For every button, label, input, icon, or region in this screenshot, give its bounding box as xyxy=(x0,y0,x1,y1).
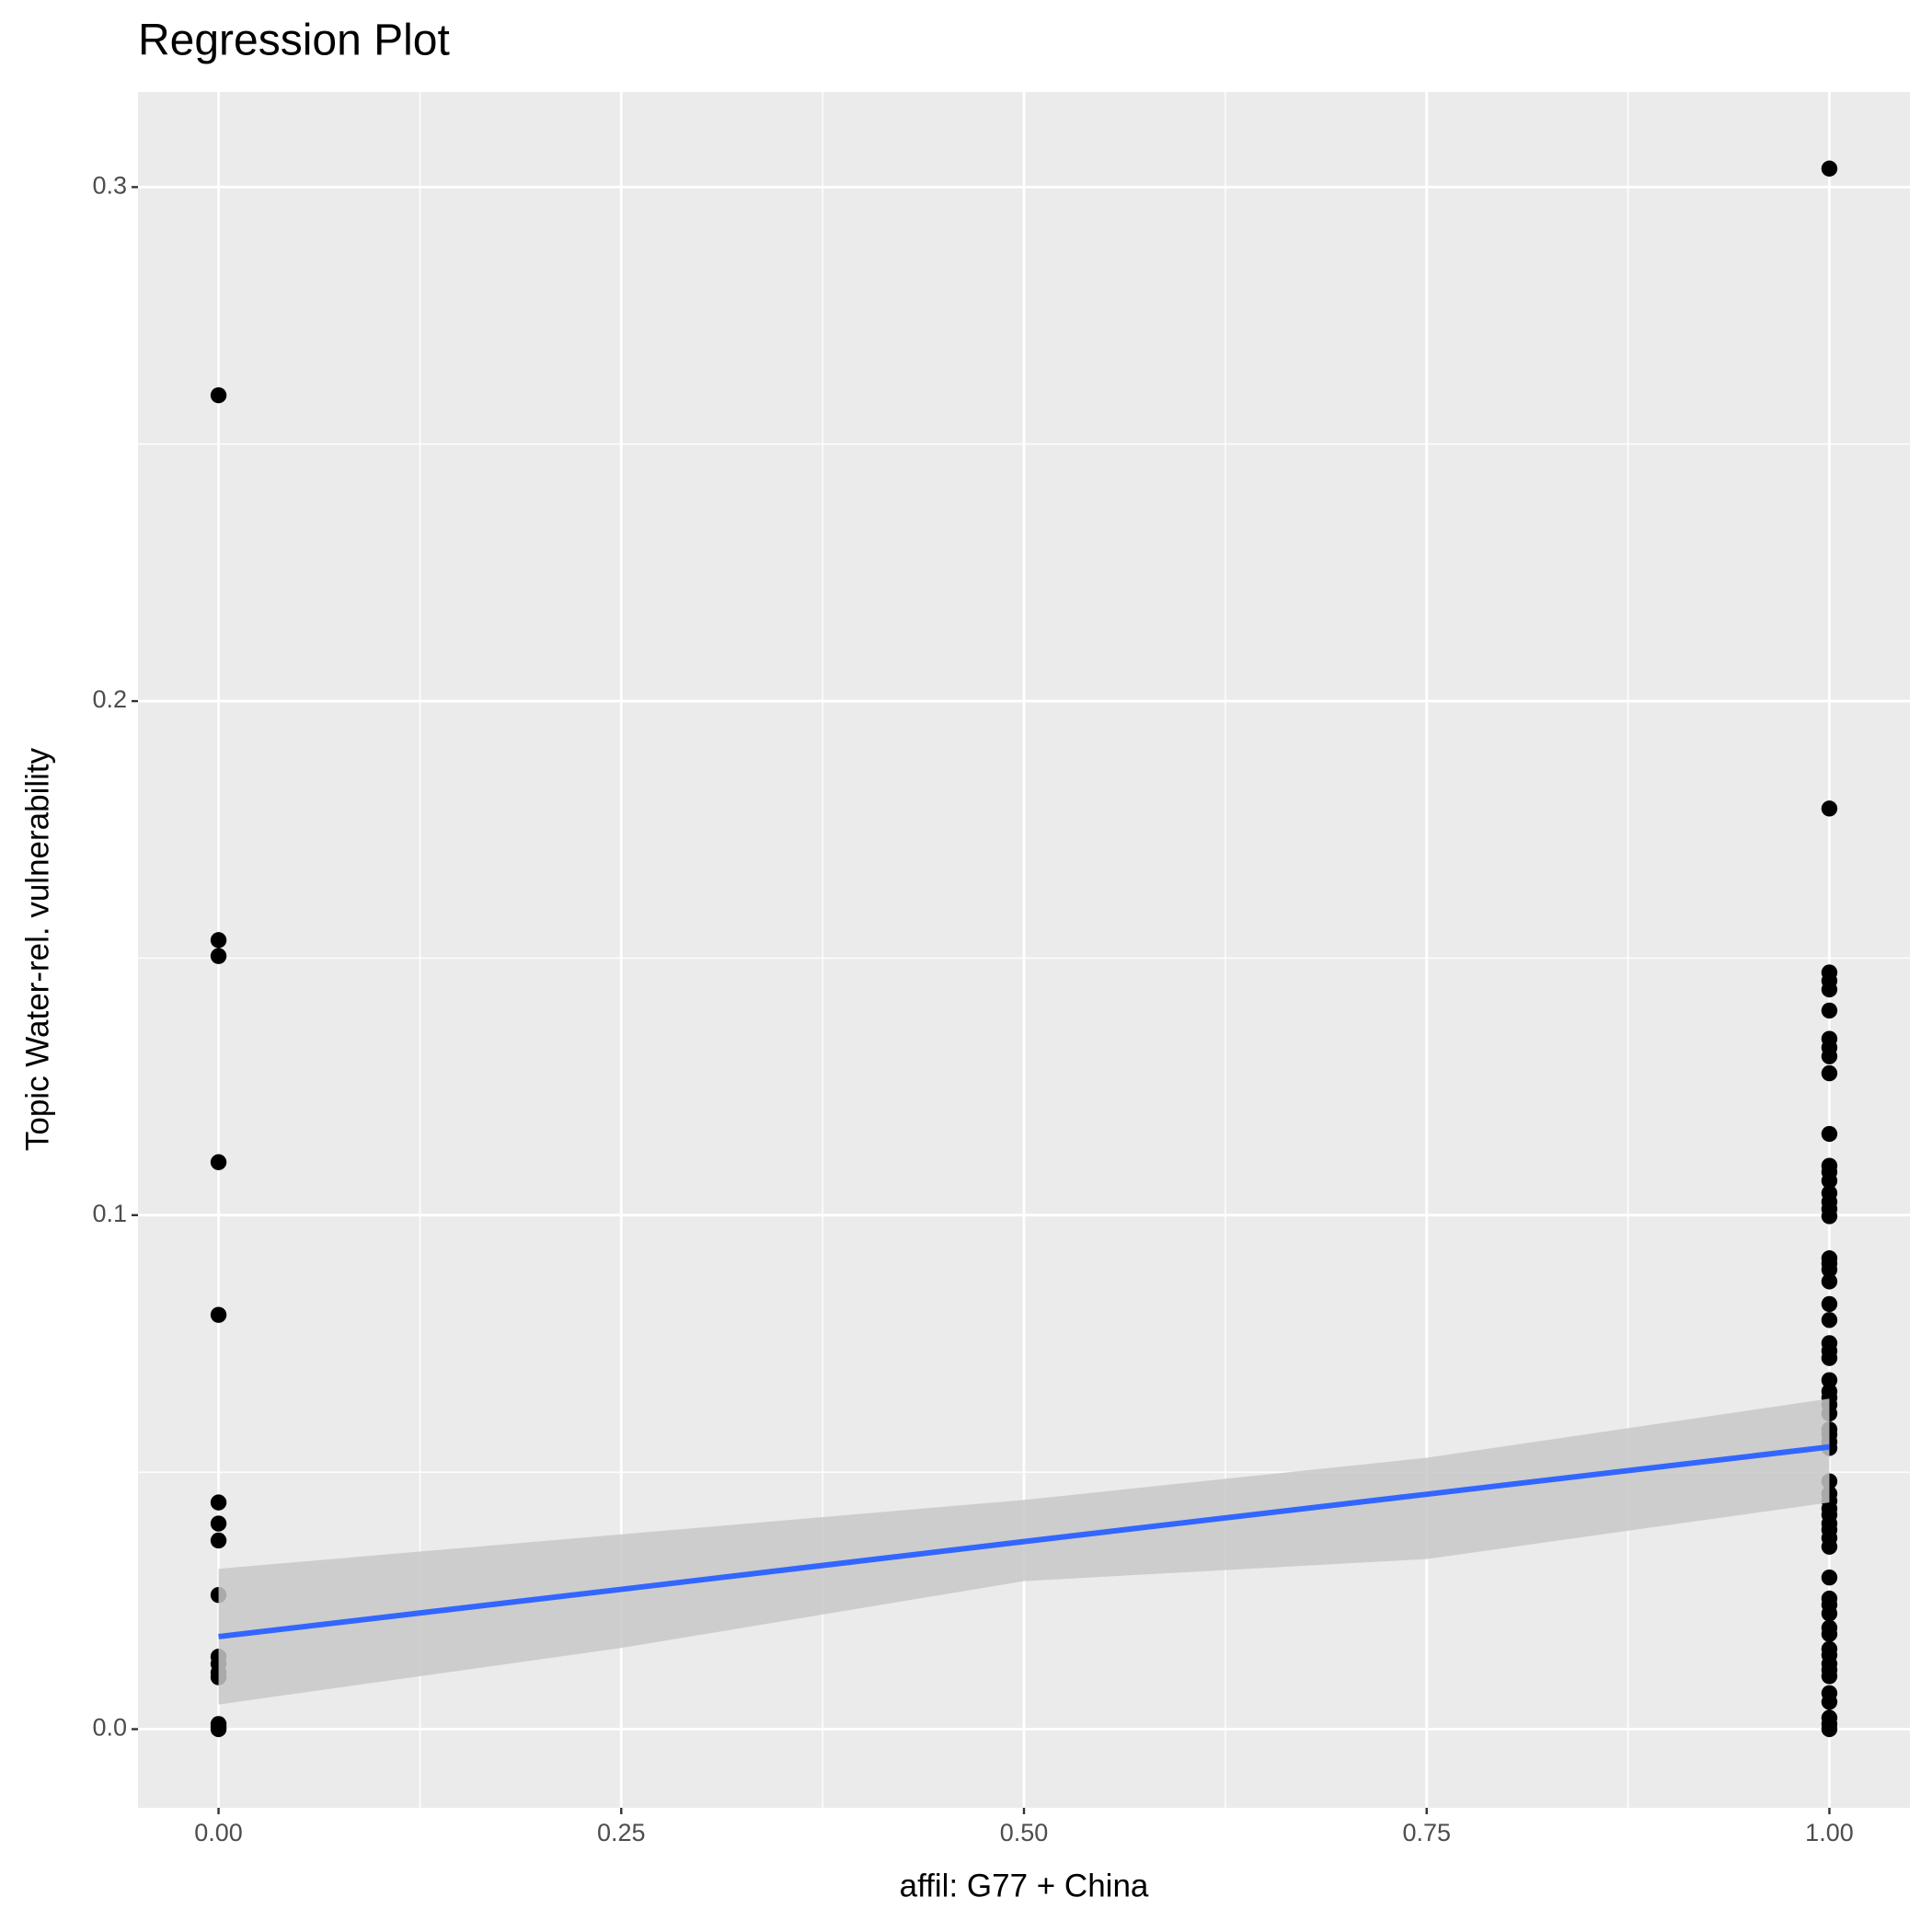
point xyxy=(210,1154,227,1170)
point xyxy=(210,1532,227,1549)
point xyxy=(1821,1002,1838,1019)
y-tick-label: 0.3 xyxy=(92,171,127,199)
y-tick-label: 0.1 xyxy=(92,1200,127,1227)
point xyxy=(1821,1295,1838,1313)
point xyxy=(210,1720,227,1738)
point xyxy=(210,386,227,404)
x-tick-label: 0.25 xyxy=(597,1819,646,1846)
point xyxy=(1821,981,1838,998)
point xyxy=(1821,1569,1838,1586)
x-tick-label: 0.75 xyxy=(1402,1819,1451,1846)
point xyxy=(1821,1694,1838,1710)
x-tick-label: 0.50 xyxy=(1000,1819,1049,1846)
point xyxy=(1821,1172,1838,1190)
y-tick-label: 0.0 xyxy=(92,1714,127,1742)
point xyxy=(1821,1048,1838,1064)
point xyxy=(210,932,227,949)
y-axis-label: Topic Water-rel. vulnerability xyxy=(19,747,55,1151)
point xyxy=(1821,1064,1838,1082)
point xyxy=(210,1494,227,1511)
point xyxy=(1821,1626,1838,1642)
point xyxy=(1821,1125,1838,1143)
point xyxy=(210,948,227,964)
x-tick-label: 1.00 xyxy=(1805,1819,1854,1846)
point xyxy=(1821,1208,1838,1225)
point xyxy=(1821,800,1838,817)
confidence-band xyxy=(218,1398,1830,1705)
point xyxy=(1821,1720,1838,1738)
point xyxy=(210,1306,227,1323)
x-axis-label: affil: G77 + China xyxy=(900,1868,1149,1903)
chart-title: Regression Plot xyxy=(138,17,450,65)
y-tick-label: 0.2 xyxy=(92,685,127,713)
point xyxy=(1821,1312,1838,1328)
point xyxy=(1821,1372,1838,1388)
point xyxy=(1821,1273,1838,1290)
point xyxy=(1821,160,1838,177)
point xyxy=(210,1515,227,1532)
x-tick-label: 0.00 xyxy=(194,1819,243,1846)
point xyxy=(1821,1605,1838,1622)
point xyxy=(1821,1350,1838,1366)
regression-line xyxy=(218,1443,1830,1639)
point xyxy=(1821,1261,1838,1278)
point xyxy=(1821,1668,1838,1685)
point xyxy=(1821,1538,1838,1555)
